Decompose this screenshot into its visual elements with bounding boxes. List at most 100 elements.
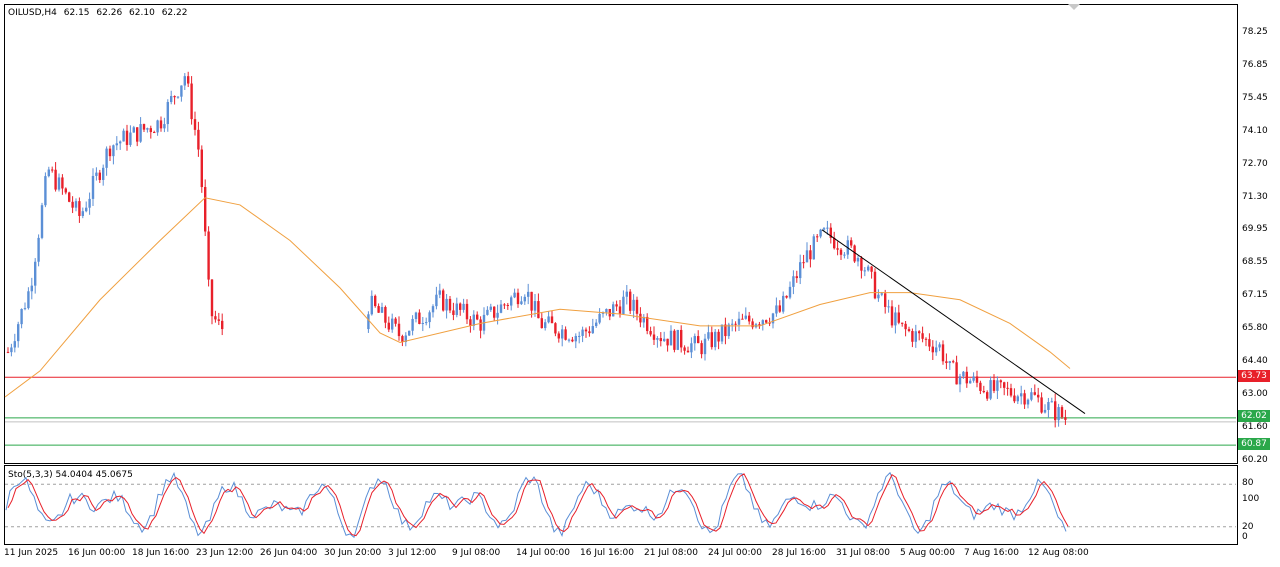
candle-body	[741, 318, 744, 320]
candle-body	[751, 321, 754, 328]
candle-body	[214, 316, 217, 320]
candle-body	[703, 338, 707, 355]
candle-body	[680, 329, 683, 348]
candle-body	[788, 286, 792, 298]
candle-body	[676, 329, 679, 350]
candle-body	[23, 308, 27, 310]
time-axis-label: 31 Jul 08:00	[836, 548, 890, 558]
symbol-label: OILUSD,H4	[8, 8, 57, 18]
candle-body	[411, 318, 414, 331]
candle-body	[91, 175, 95, 199]
candle-body	[904, 323, 907, 330]
candle-body	[132, 127, 135, 133]
time-axis-label: 18 Jun 16:00	[132, 548, 190, 558]
support-price-tag: 60.87	[1238, 438, 1270, 450]
candle-body	[425, 322, 428, 324]
candle-body	[700, 343, 703, 355]
candle-body	[822, 228, 826, 230]
candle-body	[523, 296, 526, 302]
candle-body	[758, 324, 761, 326]
candle-body	[598, 313, 601, 323]
candle-body	[612, 304, 615, 317]
candle-body	[391, 318, 394, 330]
candle-body	[989, 380, 992, 399]
stochastic-label: Sto(5,3,3) 54.0404 45.0675	[8, 470, 133, 480]
price-axis-label: 71.30	[1242, 192, 1268, 202]
candle-body	[547, 316, 550, 323]
stoch-axis-label: 80	[1242, 478, 1254, 488]
candle-body	[81, 211, 84, 216]
candle-body	[802, 262, 805, 264]
candle-body	[578, 335, 581, 337]
candle-body	[95, 172, 98, 176]
candle-body	[571, 339, 574, 342]
candle-body	[924, 338, 928, 340]
candle-body	[516, 292, 520, 305]
candle-body	[510, 297, 513, 306]
candle-body	[894, 312, 897, 326]
candle-body	[10, 347, 13, 353]
candle-body	[1060, 407, 1064, 418]
candle-body	[785, 295, 788, 298]
close-value: 62.22	[161, 8, 188, 18]
candle-body	[27, 291, 30, 309]
candle-body	[210, 279, 214, 317]
candle-body	[1003, 382, 1006, 388]
candle-body	[71, 201, 74, 208]
chart-shift-icon[interactable]	[1068, 4, 1080, 10]
price-axis-label: 69.95	[1242, 224, 1268, 234]
time-axis-label: 23 Jun 12:00	[196, 548, 254, 558]
candle-body	[765, 320, 768, 323]
candle-body	[384, 307, 387, 323]
stochastic-signal-line	[7, 473, 1069, 537]
time-axis-label: 14 Jul 00:00	[516, 548, 570, 558]
candle-body	[744, 315, 747, 319]
candle-body	[380, 307, 384, 313]
candle-body	[724, 324, 727, 337]
candle-body	[945, 361, 948, 364]
candle-body	[948, 361, 951, 364]
time-axis-label: 5 Aug 00:00	[900, 548, 955, 558]
candle-body	[880, 293, 883, 295]
candle-body	[34, 261, 37, 286]
candle-body	[737, 318, 741, 325]
candle-body	[992, 380, 996, 391]
time-axis-label: 16 Jun 00:00	[68, 548, 126, 558]
stochastic-panel[interactable]	[4, 465, 1238, 545]
price-axis-label: 78.25	[1242, 27, 1268, 37]
candle-body	[197, 129, 200, 150]
candle-body	[720, 324, 724, 342]
candle-body	[652, 334, 656, 340]
candle-body	[673, 330, 676, 350]
candle-body	[914, 331, 917, 342]
candle-body	[200, 149, 203, 188]
candle-body	[941, 344, 945, 362]
time-axis-label: 24 Jul 00:00	[708, 548, 762, 558]
support-price-tag: 62.02	[1238, 410, 1270, 422]
candle-body	[6, 351, 10, 353]
candle-body	[17, 324, 20, 342]
candle-body	[669, 330, 673, 346]
candle-body	[414, 312, 418, 319]
candle-body	[554, 323, 557, 334]
candle-body	[605, 308, 608, 313]
candle-body	[1033, 392, 1036, 395]
candle-body	[1047, 402, 1050, 410]
stochastic-main-line	[5, 471, 1067, 539]
candle-body	[826, 227, 829, 229]
time-axis-label: 3 Jul 12:00	[388, 548, 437, 558]
candle-body	[1030, 392, 1033, 400]
candle-body	[193, 119, 197, 130]
candle-body	[863, 270, 866, 272]
price-axis-label: 64.40	[1242, 356, 1268, 366]
candle-body	[408, 330, 411, 336]
candle-body	[217, 319, 220, 321]
candle-body	[47, 169, 50, 177]
candle-body	[632, 299, 635, 311]
candle-body	[884, 293, 887, 307]
candle-body	[615, 304, 618, 307]
candle-body	[982, 390, 985, 393]
candle-body	[455, 303, 458, 315]
